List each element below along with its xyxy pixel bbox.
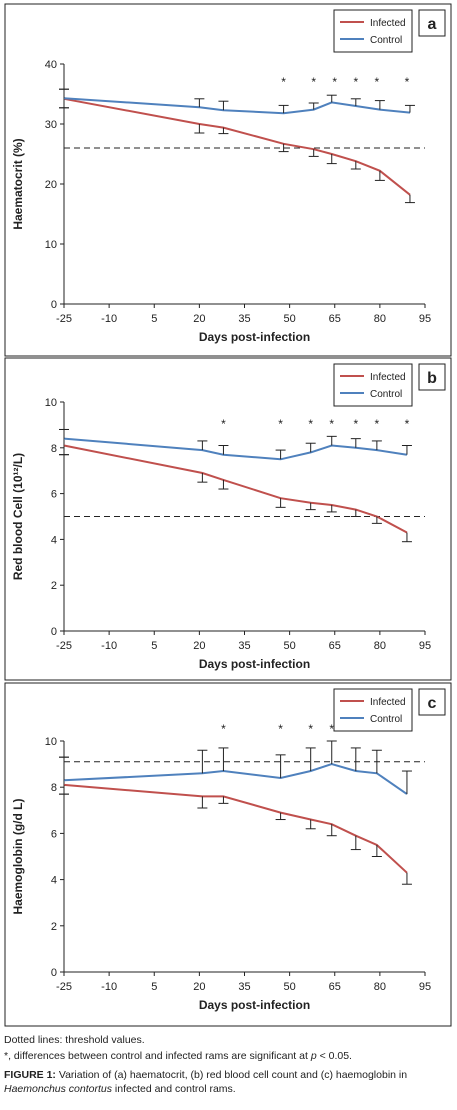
significance-marker: * — [221, 417, 226, 431]
y-tick-label: 6 — [51, 489, 57, 501]
y-axis-title: Haemoglobin (g/d L) — [11, 799, 25, 915]
x-tick-label: 80 — [374, 981, 386, 993]
chart-panel-a: 0 10 20 30 40 -25 -10 5 20 35 50 65 80 95 Days post-in… — [4, 3, 452, 357]
panel-letter-box — [418, 688, 446, 716]
x-tick-label: 80 — [374, 313, 386, 325]
y-tick-label: 4 — [51, 875, 57, 887]
series-line-infected — [63, 783, 408, 874]
x-tick-label: -25 — [56, 313, 72, 325]
legend-label-infected: Infected — [370, 18, 406, 29]
x-tick-label: 95 — [419, 313, 431, 325]
caption-note2-p: p — [310, 1050, 317, 1062]
x-tick-label: 65 — [329, 313, 341, 325]
x-tick-label: -10 — [101, 640, 117, 652]
y-tick-label: 0 — [51, 299, 57, 311]
x-tick-label: 80 — [374, 640, 386, 652]
x-tick-label: 50 — [284, 981, 296, 993]
significance-marker: * — [308, 417, 313, 431]
x-tick-label: 35 — [238, 313, 250, 325]
y-tick-label: 4 — [51, 534, 57, 546]
caption-species: Haemonchus contortus — [4, 1083, 112, 1095]
chart-panel-b: 0 2 4 6 8 10 -25 -10 5 20 35 50 65 80 95 Days post-infe… — [4, 357, 452, 681]
y-axis-title: Red blood Cell (10¹²/L) — [11, 453, 25, 580]
significance-marker: * — [311, 75, 316, 89]
panel-letter-box — [418, 363, 446, 391]
caption-text-2: infected and control rams. — [111, 1083, 236, 1095]
caption-note2-prefix: *, differences between control and infec… — [4, 1050, 311, 1062]
x-tick-label: 35 — [238, 640, 250, 652]
y-tick-label: 10 — [45, 397, 57, 409]
caption-note2-suffix: < 0.05. — [316, 1050, 352, 1062]
legend-label-control: Control — [370, 389, 402, 400]
panel-letter-box — [418, 9, 446, 37]
y-tick-label: 20 — [45, 179, 57, 191]
legend-label-infected: Infected — [370, 372, 406, 383]
legend-label-infected: Infected — [370, 697, 406, 708]
y-axis-title: Haematocrit (%) — [11, 138, 25, 229]
x-tick-label: 20 — [193, 981, 205, 993]
y-tick-label: 6 — [51, 828, 57, 840]
significance-marker: * — [221, 722, 226, 736]
y-tick-label: 2 — [51, 921, 57, 933]
x-tick-label: 95 — [419, 981, 431, 993]
significance-marker: * — [375, 417, 380, 431]
x-axis-title: Days post-infection — [199, 330, 310, 344]
caption-note-threshold: Dotted lines: threshold values. — [4, 1034, 145, 1046]
series-line-control — [63, 437, 408, 461]
legend-label-control: Control — [370, 714, 402, 725]
x-tick-label: 50 — [284, 313, 296, 325]
x-tick-label: 95 — [419, 640, 431, 652]
x-tick-label: 65 — [329, 640, 341, 652]
significance-marker: * — [278, 722, 283, 736]
x-axis-title: Days post-infection — [199, 657, 310, 671]
y-tick-label: 2 — [51, 580, 57, 592]
chart-panel-c: 0 2 4 6 8 10 -25 -10 5 20 35 50 65 80 95 Days post-infe… — [4, 682, 452, 1027]
y-tick-label: 0 — [51, 626, 57, 638]
significance-marker: * — [332, 75, 337, 89]
x-tick-label: 20 — [193, 640, 205, 652]
significance-marker: * — [375, 75, 380, 89]
caption-note-significance: *, differences between control and infec… — [4, 1049, 453, 1063]
legend-box — [333, 688, 413, 732]
significance-marker: * — [281, 75, 286, 89]
caption-text-1: Variation of (a) haematocrit, (b) red bl… — [55, 1069, 408, 1081]
x-tick-label: 5 — [151, 981, 157, 993]
x-tick-label: 50 — [284, 640, 296, 652]
legend-box — [333, 363, 413, 407]
x-tick-label: -25 — [56, 640, 72, 652]
x-tick-label: 5 — [151, 313, 157, 325]
significance-marker: * — [308, 722, 313, 736]
significance-marker: * — [353, 417, 358, 431]
x-tick-label: -10 — [101, 313, 117, 325]
x-tick-label: 20 — [193, 313, 205, 325]
significance-marker: * — [405, 75, 410, 89]
x-axis-title: Days post-infection — [199, 998, 310, 1012]
significance-marker: * — [329, 417, 334, 431]
panel-frame — [4, 682, 452, 1027]
figure-label: FIGURE 1: — [4, 1069, 56, 1081]
y-tick-label: 8 — [51, 782, 57, 794]
panel-letter: b — [427, 370, 437, 387]
panel-letter: c — [428, 695, 437, 712]
x-tick-label: 5 — [151, 640, 157, 652]
x-tick-label: 35 — [238, 981, 250, 993]
y-tick-label: 40 — [45, 59, 57, 71]
significance-marker: * — [329, 722, 334, 736]
y-tick-label: 10 — [45, 736, 57, 748]
y-tick-label: 30 — [45, 119, 57, 131]
legend-label-control: Control — [370, 35, 402, 46]
y-tick-label: 10 — [45, 239, 57, 251]
panel-letter: a — [428, 16, 437, 33]
significance-marker: * — [405, 417, 410, 431]
x-tick-label: 65 — [329, 981, 341, 993]
x-tick-label: -10 — [101, 981, 117, 993]
figure-caption: FIGURE 1: Variation of (a) haematocrit, … — [4, 1068, 453, 1096]
significance-marker: * — [353, 75, 358, 89]
significance-marker: * — [278, 417, 283, 431]
x-tick-label: -25 — [56, 981, 72, 993]
y-tick-label: 8 — [51, 443, 57, 455]
legend-box — [333, 9, 413, 53]
y-tick-label: 0 — [51, 967, 57, 979]
